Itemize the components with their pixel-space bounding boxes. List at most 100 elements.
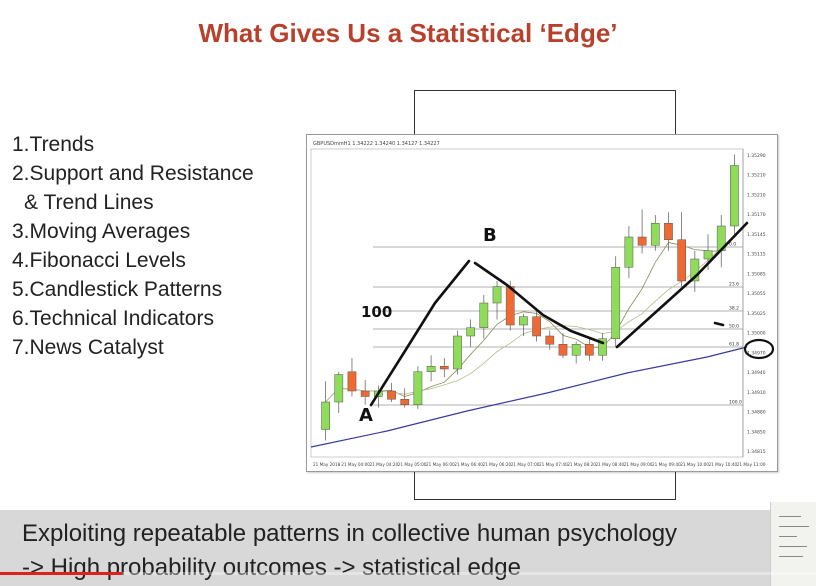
time-tick-label: 21 May 06:00: [426, 462, 455, 467]
price-tick-label: 1.35115: [747, 252, 766, 258]
fibonacci-levels: 0.0 23.6 38.2 50.0 61.8 100.0: [373, 242, 743, 406]
fib-level-label: 100.0: [729, 400, 742, 406]
list-item: 4.Fibonacci Levels: [12, 249, 186, 272]
trend-line-b-down: [473, 261, 605, 345]
chart-symbol-header: GBPUSDmmH1 1.34222 1.34240 1.34127 1.342…: [313, 141, 440, 147]
list-item: 5.Candlestick Patterns: [12, 278, 223, 301]
fib-level-label: 38.2: [729, 306, 739, 312]
price-tick-label: 1.34970: [747, 350, 766, 356]
label-a: A: [359, 405, 373, 426]
fib-level-label: 23.6: [729, 282, 739, 288]
candle-body: [360, 390, 370, 397]
candlestick-chart: 0.0 23.6 38.2 50.0 61.8 100.0 GBPUSDmmH1 1.34…: [307, 135, 775, 467]
price-tick-label: 1.34850: [747, 429, 766, 435]
candles: [321, 154, 739, 441]
candle-body: [703, 250, 713, 260]
time-tick-label: 21 May 06:40: [454, 462, 483, 467]
caption-band: Exploiting repeatable patterns in collec…: [0, 510, 816, 586]
time-tick-label: 21 May 10:00: [680, 462, 709, 467]
candle-body: [545, 335, 555, 345]
candle-body: [334, 374, 344, 403]
small-tick-mark: [713, 321, 725, 327]
candle-body: [413, 371, 423, 405]
time-tick-label: 21 May 2018: [313, 462, 341, 467]
list-item: 6.Technical Indicators: [12, 307, 214, 330]
circled-level: [743, 338, 775, 360]
time-tick-label: 21 May 06:20: [483, 462, 512, 467]
candle-body: [519, 316, 528, 326]
list-item: 7.News Catalyst: [12, 336, 164, 359]
candle-body: [558, 344, 568, 356]
time-tick-label: 21 May 05:00: [398, 462, 427, 467]
presenter-thumbnail: [770, 502, 816, 586]
candle-body: [347, 371, 357, 392]
candle-body: [505, 286, 515, 326]
caption-line-2: -> High probability outcomes -> statisti…: [22, 554, 521, 581]
factor-list: 1.Trends 2.Support and Resistance & Tren…: [12, 130, 254, 362]
caption-line-1: Exploiting repeatable patterns in collec…: [22, 520, 678, 547]
time-tick-label: 21 May 04:20: [370, 462, 399, 467]
price-tick-label: 1.35145: [747, 232, 766, 238]
list-item: 2.Support and Resistance: [12, 162, 254, 185]
time-tick-label: 21 May 08:40: [596, 462, 625, 467]
candle-body: [690, 258, 700, 282]
price-tick-label: 1.35290: [747, 153, 766, 159]
time-tick-label: 21 May 09:40: [652, 462, 681, 467]
candle-body: [479, 302, 489, 328]
time-tick-label: 21 May 08:20: [567, 462, 596, 467]
list-item: 3.Moving Averages: [12, 220, 191, 243]
label-100: 100: [361, 303, 392, 321]
candle-body: [532, 316, 541, 337]
candle-body: [400, 399, 410, 405]
price-tick-label: 1.35085: [747, 271, 766, 277]
candle-body: [571, 344, 581, 356]
list-item: 1.Trends: [12, 133, 95, 156]
chart-axes: GBPUSDmmH1 1.34222 1.34240 1.34127 1.342…: [313, 141, 766, 467]
price-tick-label: 1.35025: [747, 311, 766, 317]
candle-body: [624, 236, 634, 268]
time-tick-label: 21 May 04:00: [341, 462, 370, 467]
candle-body: [730, 165, 739, 227]
candle-body: [611, 267, 621, 339]
trend-line-up-right: [615, 221, 749, 349]
candle-body: [650, 223, 660, 246]
price-tick-label: 1.34940: [747, 370, 766, 376]
candle-body: [585, 344, 594, 356]
candle-body: [426, 366, 436, 372]
candle-body: [321, 401, 330, 430]
fib-level-label: 50.0: [729, 324, 739, 330]
price-tick-label: 1.34815: [747, 449, 766, 455]
candle-body: [387, 390, 396, 400]
chart-panel: 0.0 23.6 38.2 50.0 61.8 100.0 GBPUSDmmH1 1.34…: [306, 134, 778, 472]
video-progress-bar[interactable]: [0, 572, 816, 575]
time-tick-label: 21 May 10:40: [709, 462, 738, 467]
time-tick-label: 21 May 09:00: [624, 462, 653, 467]
price-tick-label: 1.34910: [747, 390, 766, 396]
price-tick-label: 1.35055: [747, 291, 766, 297]
candle-body: [439, 366, 449, 370]
list-item: & Trend Lines: [24, 191, 154, 214]
hand-annotations: A B 100 -: [307, 135, 775, 426]
price-tick-label: 1.35170: [747, 212, 766, 218]
candle-body: [677, 239, 686, 282]
candle-body: [466, 327, 475, 337]
price-tick-label: 1.35210: [747, 192, 766, 198]
candle-body: [637, 236, 647, 246]
price-tick-label: 1.35210: [747, 173, 766, 179]
slide-title: What Gives Us a Statistical ‘Edge’: [198, 18, 618, 48]
fib-level-label: 0.0: [729, 242, 736, 248]
moving-average-slow: [310, 346, 748, 448]
video-progress-fill: [0, 572, 123, 575]
candle-body: [453, 335, 462, 370]
time-tick-label: 21 May 07:00: [511, 462, 540, 467]
label-b: B: [483, 225, 497, 246]
price-tick-label: 1.34880: [747, 410, 766, 416]
fib-level-label: 61.8: [729, 342, 739, 348]
candle-body: [492, 286, 502, 304]
time-tick-label: 21 May 07:40: [539, 462, 568, 467]
candle-body: [664, 223, 673, 240]
time-tick-label: 21 May 11:00: [737, 462, 766, 467]
candle-body: [598, 338, 607, 356]
price-tick-label: 1.35000: [747, 331, 766, 337]
trend-line-a-to-b: [369, 259, 471, 407]
